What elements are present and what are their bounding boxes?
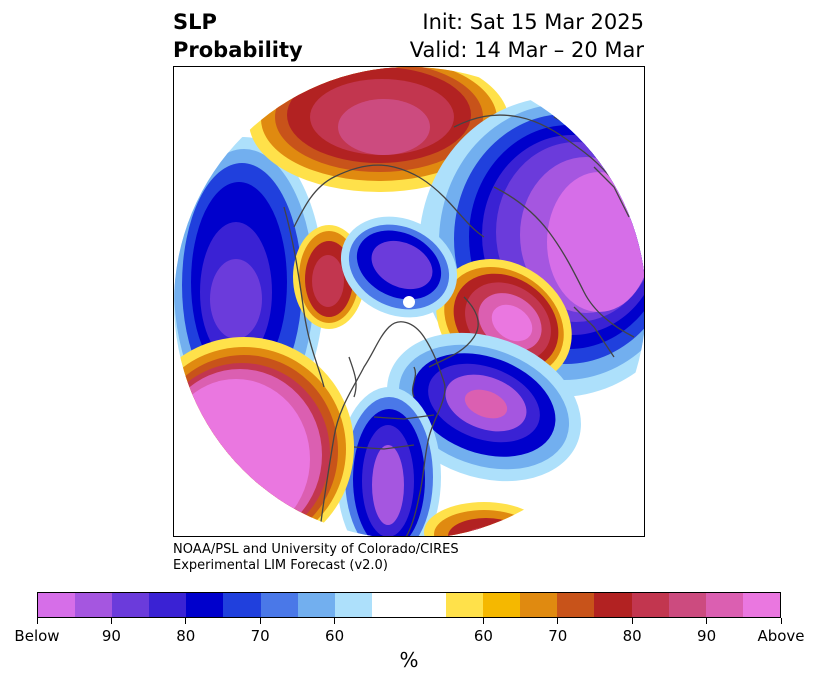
colorbar-segment [112,593,150,617]
colorbar-tick [631,618,633,624]
colorbar-tick-label: 60 [473,627,493,645]
colorbar-segment [334,593,372,617]
colorbar-tick [185,618,187,624]
colorbar-segment [594,593,632,617]
colorbar-tick [110,618,112,624]
colorbar-tick [334,618,336,624]
colorbar-segment [446,593,484,617]
title-variable: SLP [173,10,217,34]
colorbar-tick-label: 80 [622,627,642,645]
colorbar-tick-label: 80 [176,627,196,645]
below-region-north-atlantic [387,332,581,482]
colorbar-segment [483,593,521,617]
below-region-north-america [337,387,441,536]
credit-line-2: Experimental LIM Forecast (v2.0) [173,558,388,573]
colorbar-tick [557,618,559,624]
colorbar-segment [223,593,261,617]
colorbar-segment [371,593,409,617]
colorbar-segment [705,593,743,617]
below-region-pole [340,216,458,318]
map-title-left: SLP Probability [173,8,303,64]
colorbar [37,592,781,618]
colorbar-unit: % [399,648,419,672]
colorbar-tick-label: 90 [101,627,121,645]
coastlines [243,78,635,536]
colorbar-segment [75,593,113,617]
init-date: Init: Sat 15 Mar 2025 [422,10,644,34]
colorbar-tick-label: Above [757,627,805,645]
colorbar-segment [186,593,224,617]
colorbar-segment [742,593,780,617]
credit-line-1: NOAA/PSL and University of Colorado/CIRE… [173,542,459,557]
colorbar-tick-label: Below [14,627,60,645]
colorbar-segment [557,593,595,617]
colorbar-segment [38,593,76,617]
polar-map [174,67,644,536]
colorbar-tick-label: 60 [325,627,345,645]
colorbar-tick [706,618,708,624]
colorbar-tick [259,618,261,624]
valid-range: Valid: 14 Mar – 20 Mar [409,38,644,62]
credit-text: NOAA/PSL and University of Colorado/CIRE… [173,542,459,574]
colorbar-tick [36,618,38,624]
colorbar-tick-label: 90 [697,627,717,645]
map-title-right: Init: Sat 15 Mar 2025 Valid: 14 Mar – 20… [410,8,644,64]
colorbar-tick [482,618,484,624]
colorbar-tick [780,618,782,624]
map-frame [173,66,645,537]
colorbar-segment [631,593,669,617]
title-type: Probability [173,38,303,62]
colorbar-tick-label: 70 [250,627,270,645]
colorbar-segment [520,593,558,617]
colorbar-segment [149,593,187,617]
colorbar-segment [297,593,335,617]
colorbar-tick-label: 70 [548,627,568,645]
colorbar-segment [260,593,298,617]
colorbar-segment [668,593,706,617]
colorbar-segment [408,593,447,617]
